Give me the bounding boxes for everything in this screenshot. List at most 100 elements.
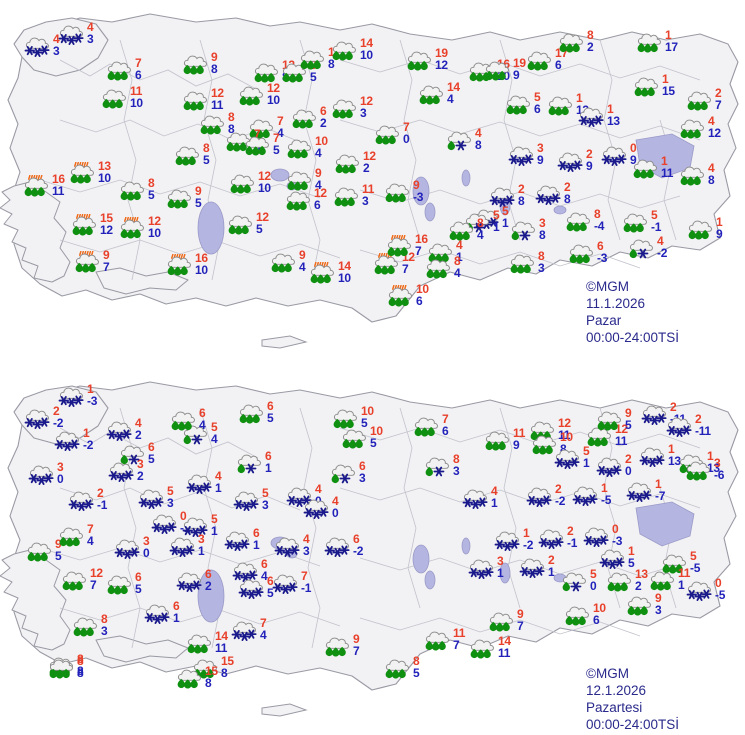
snow-icon [238,579,264,599]
min-temp: 10 [338,271,351,285]
weather-icon-rain [371,123,405,145]
max-temp: 2 [695,412,702,426]
min-temp: 8 [328,57,335,71]
max-temp: 3 [714,456,721,470]
weather-icon-thunder [71,250,105,273]
weather-icon-snow [486,185,520,207]
min-temp: 5 [195,196,202,210]
weather-icon-rain [196,113,230,135]
max-temp: 6 [320,104,327,118]
max-temp: 5 [262,486,269,500]
min-temp: 6 [135,68,142,82]
rain-icon [587,427,611,447]
max-temp: 6 [261,557,268,571]
min-temp: 6 [442,424,449,438]
max-temp: 0 [715,576,722,590]
rain-icon [183,91,207,111]
max-temp: 11 [453,626,466,640]
weather-icon-thunder [163,253,197,276]
max-temp: 8 [77,652,84,666]
max-temp: 19 [513,56,526,70]
max-temp: 12 [211,86,224,100]
rain-icon [62,571,86,591]
max-temp: 9 [195,184,202,198]
snow-icon [554,449,580,469]
min-temp: 3 [360,106,367,120]
weather-icon-rainsnow [625,237,659,259]
max-temp: 0 [630,141,637,155]
min-temp: 10 [98,171,111,185]
station-temperatures: 14 11 [215,630,245,656]
weather-icon-snow [283,485,317,507]
snow-icon [232,562,258,582]
thunder-icon [388,284,412,307]
max-temp: 7 [301,569,308,583]
min-temp: -3 [87,394,98,408]
weather-icon-snow [569,484,603,506]
min-temp: -5 [715,588,726,602]
max-temp: 11 [130,84,143,98]
min-temp: 5 [273,143,280,157]
min-temp: 6 [593,613,600,627]
snow-icon [494,531,520,551]
rain-icon [226,132,250,152]
max-temp: 8 [77,654,84,668]
weather-icon-thunder [384,284,418,307]
weather-icon-rain [338,427,372,449]
max-temp: 12 [363,149,376,163]
weather-icon-rain [683,89,717,111]
max-temp: 12 [148,214,161,228]
credit-day: Pazartesi [586,700,643,715]
min-temp: 1 [502,216,509,230]
weather-icon-snow [21,407,55,429]
max-temp: 15 [221,654,234,668]
snow-icon [526,487,552,507]
max-temp: 15 [100,211,113,225]
max-temp: 12 [615,422,628,436]
snow-icon [462,489,488,509]
rain-icon [245,136,269,156]
rain-icon [183,55,207,75]
min-temp: 13 [668,454,681,468]
weather-icon-snow [148,512,182,534]
max-temp: 2 [518,182,525,196]
credit-copyright: ©MGM [586,279,629,294]
max-temp: 7 [277,114,284,128]
weather-icon-rain [103,573,137,595]
max-temp: 6 [267,399,274,413]
min-temp: 1 [215,481,222,495]
max-temp: 9 [625,406,632,420]
min-temp: 2 [320,116,327,130]
max-temp: 6 [135,570,142,584]
rain-icon [333,409,357,429]
max-temp: 16 [195,251,208,265]
weather-icon-rain [45,657,79,679]
weather-icon-snow [105,460,139,482]
snow-icon [108,462,134,482]
min-temp: 0 [625,464,632,478]
weather-icon-snow [598,144,632,166]
min-temp: 3 [362,194,369,208]
min-temp: 8 [205,676,212,690]
station-temperatures: 10 5 [370,425,400,451]
weather-icon-thunder [68,213,102,236]
rain-icon [254,63,278,83]
rain-icon [27,542,51,562]
weather-icon-rain [544,94,578,116]
weather-icon-rain [296,48,330,70]
max-temp: 2 [53,404,60,418]
min-temp: -1 [97,498,108,512]
max-temp: 2 [564,180,571,194]
